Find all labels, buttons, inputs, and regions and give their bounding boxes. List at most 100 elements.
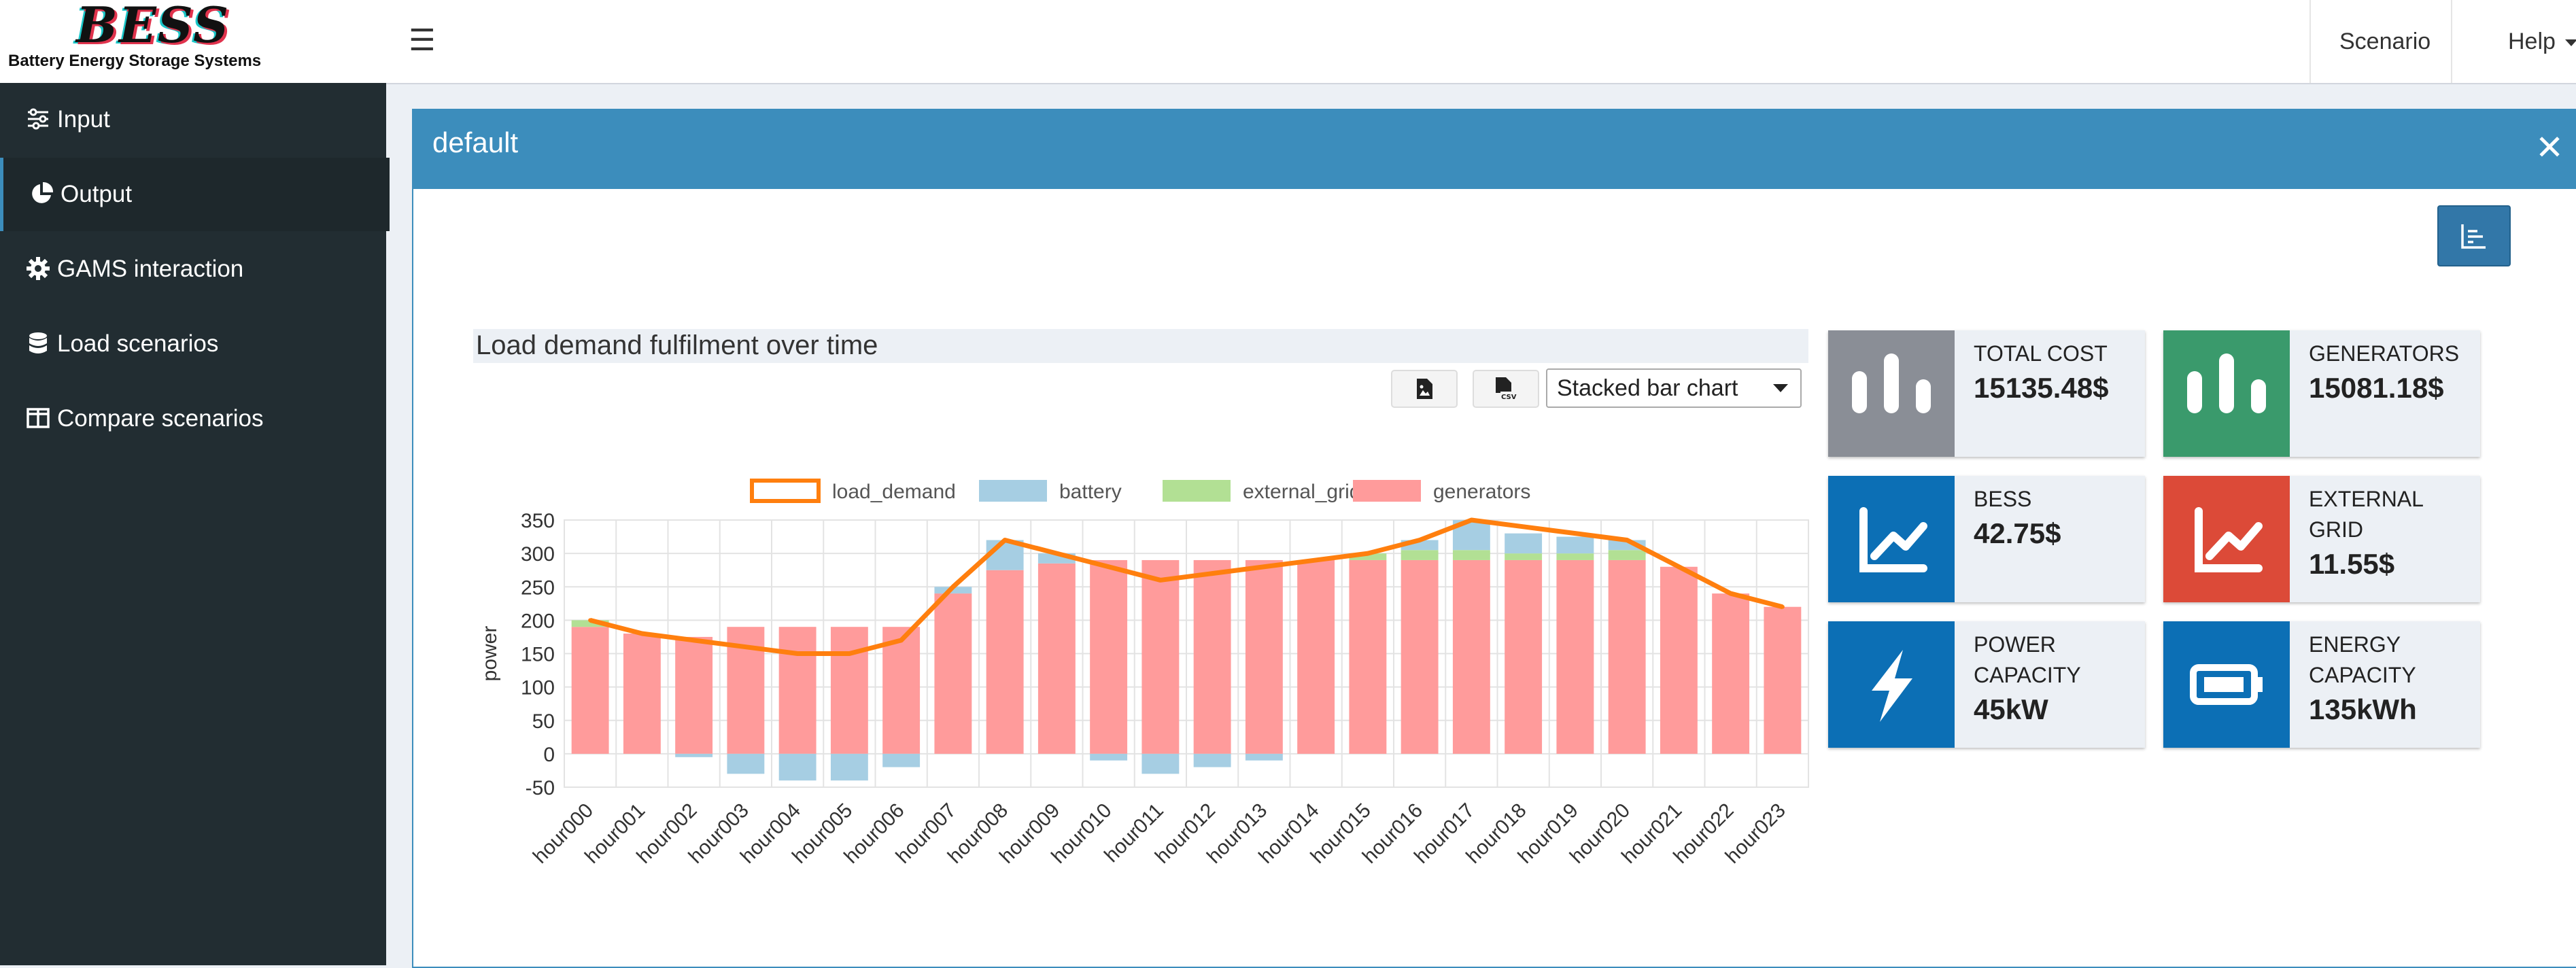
bar-external_grid: [1452, 550, 1490, 560]
point-load_demand: [1521, 524, 1526, 529]
download-png-button[interactable]: [1391, 370, 1458, 408]
sidebar-item-output[interactable]: Output: [0, 158, 390, 231]
chart-title-bar: Load demand fulfilment over time: [473, 329, 1808, 363]
y-tick-label: 50: [532, 710, 555, 733]
download-csv-button[interactable]: CSV: [1473, 370, 1539, 408]
bar-battery: [1090, 753, 1128, 761]
value-box-value: 11.55$: [2309, 548, 2395, 580]
pie-chart-icon: [32, 182, 54, 203]
bar-battery: [1245, 753, 1283, 761]
bar-generators: [1556, 559, 1594, 754]
logo-title: BESS: [76, 0, 230, 54]
y-tick-label: 0: [543, 744, 555, 766]
sidebar-item-gams-interaction[interactable]: GAMS interaction: [0, 232, 386, 306]
bar-battery: [778, 753, 817, 781]
bar-generators: [1712, 593, 1750, 754]
bar-generators: [623, 634, 661, 754]
chart-legend: load_demand battery external_grid generator…: [750, 479, 1530, 503]
sidebar-item-load-scenarios[interactable]: Load scenarios: [0, 307, 386, 381]
close-icon[interactable]: ✕: [2535, 128, 2564, 167]
chart-toggle-button[interactable]: [2437, 205, 2511, 266]
point-load_demand: [1365, 551, 1370, 556]
value-box-bess: BESS 42.75$: [1828, 476, 2145, 602]
bar-battery: [1505, 533, 1543, 554]
value-box-label: TOTAL COST: [1974, 341, 2108, 366]
bar-external_grid: [571, 620, 609, 627]
y-tick-label: 150: [521, 644, 555, 666]
value-box-label: GENERATORS: [2309, 341, 2460, 366]
point-load_demand: [1106, 564, 1111, 569]
line-chart-icon: [1859, 507, 1927, 572]
value-box-external-grid: EXTERNAL GRID 11.55$: [2163, 476, 2480, 602]
bar-battery: [1193, 753, 1231, 767]
value-box-icon-panel: [1828, 621, 1955, 748]
line-chart-icon: [2195, 507, 2263, 572]
point-load_demand: [1054, 551, 1059, 556]
sidebar-item-label: Compare scenarios: [57, 405, 264, 432]
legend-label: generators: [1433, 481, 1530, 503]
sidebar-item-label: Input: [57, 106, 110, 133]
box-header: default ✕: [413, 110, 2576, 189]
bar-generators: [1193, 559, 1231, 754]
bar-battery: [882, 753, 921, 767]
hamburger-menu-icon[interactable]: ☰: [409, 24, 436, 57]
bar-external_grid: [1608, 550, 1646, 560]
bar-generators: [1090, 559, 1128, 754]
point-load_demand: [691, 638, 696, 642]
bar-battery: [1141, 753, 1180, 774]
value-box-text: GENERATORS 15081.18$: [2309, 339, 2476, 407]
point-load_demand: [1780, 604, 1785, 609]
bar-generators: [675, 636, 713, 754]
bar-generators: [1141, 559, 1180, 754]
scenario-menu[interactable]: Scenario: [2309, 0, 2451, 130]
point-load_demand: [950, 585, 955, 589]
legend-swatch-battery: [979, 480, 1047, 502]
value-box-power-capacity: POWER CAPACITY 45kW: [1828, 621, 2145, 748]
point-load_demand: [847, 651, 852, 656]
chart-title: Load demand fulfilment over time: [476, 330, 878, 360]
point-load_demand: [899, 638, 904, 642]
value-box-label: EXTERNAL GRID: [2309, 487, 2423, 542]
point-load_demand: [743, 644, 748, 649]
bar-generators: [1764, 606, 1802, 754]
chart-type-selected: Stacked bar chart: [1557, 375, 1738, 401]
value-box-generators: GENERATORS 15081.18$: [2163, 330, 2480, 457]
sidebar-item-label: Output: [61, 181, 133, 207]
point-load_demand: [1418, 538, 1422, 542]
point-load_demand: [1313, 557, 1318, 562]
bar-generators: [1349, 559, 1387, 754]
bar-generators: [882, 627, 921, 754]
logo-subtitle: Battery Energy Storage Systems: [8, 52, 262, 70]
file-image-icon: [1417, 379, 1432, 399]
help-menu[interactable]: Help: [2451, 0, 2576, 83]
sidebar-item-input[interactable]: Input: [0, 83, 386, 156]
chevron-down-icon: [1773, 384, 1788, 392]
chart-type-select[interactable]: Stacked bar chart: [1546, 368, 1802, 408]
point-load_demand: [1469, 518, 1474, 522]
bar-generators: [934, 593, 972, 754]
value-box-value: 15135.48$: [1974, 372, 2109, 404]
legend-swatch-generators: [1353, 480, 1421, 502]
point-load_demand: [1625, 538, 1630, 542]
bolt-icon: [1872, 650, 1912, 722]
bar-chart-icon: [1852, 353, 1931, 413]
sliders-icon: [28, 108, 48, 130]
bar-external_grid: [1556, 553, 1594, 560]
y-tick-label: 100: [521, 677, 555, 699]
value-box-total-cost: TOTAL COST 15135.48$: [1828, 330, 2145, 457]
logo[interactable]: BESS Battery Energy Storage Systems: [0, 0, 388, 83]
value-box-text: BESS 42.75$: [1974, 484, 2141, 553]
columns-icon: [27, 408, 50, 428]
bar-generators: [1245, 559, 1283, 754]
sidebar-item-compare-scenarios[interactable]: Compare scenarios: [0, 382, 386, 455]
y-tick-label: 200: [521, 610, 555, 632]
value-box-icon-panel: [2163, 621, 2290, 748]
point-load_demand: [1210, 571, 1215, 576]
chart-toggle-icon: [2461, 224, 2486, 249]
bar-generators: [1608, 559, 1646, 754]
point-load_demand: [588, 618, 593, 623]
bar-generators: [986, 570, 1024, 754]
battery-icon: [2190, 664, 2263, 705]
legend-label: external_grid: [1243, 481, 1360, 503]
gear-icon: [27, 256, 50, 280]
